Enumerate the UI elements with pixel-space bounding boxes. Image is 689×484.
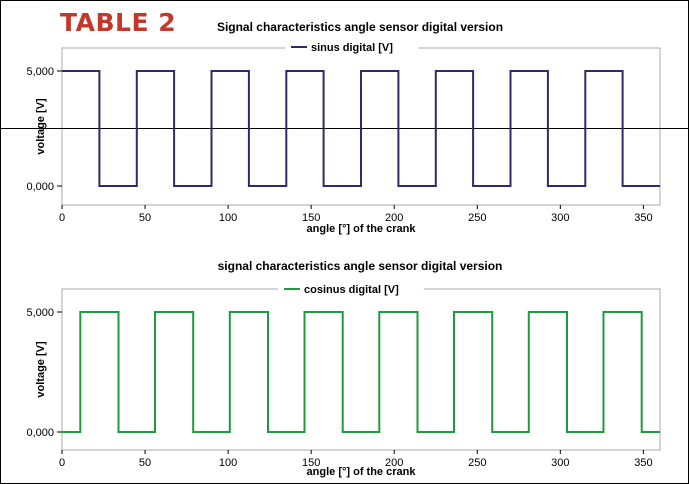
x-tick-label: 250 <box>468 212 486 224</box>
x-axis-label: angle [°] of the crank <box>307 223 417 235</box>
legend-box <box>285 40 419 54</box>
legend-label: sinus digital [V] <box>311 42 393 54</box>
chart-title: Signal characteristics angle sensor digi… <box>217 20 503 34</box>
y-tick-label: 0,000 <box>26 427 54 439</box>
x-tick-label: 250 <box>468 457 486 469</box>
series-line <box>62 70 660 187</box>
x-tick-label: 100 <box>219 212 237 224</box>
series-line <box>62 311 660 433</box>
x-tick-label: 50 <box>139 212 151 224</box>
y-tick-label: 5,000 <box>26 66 54 78</box>
legend-label: cosinus digital [V] <box>304 284 399 296</box>
y-tick-label: 5,000 <box>26 307 54 319</box>
x-tick-label: 300 <box>551 212 569 224</box>
plot-area <box>61 288 661 451</box>
x-tick-label: 350 <box>634 212 652 224</box>
x-tick-label: 200 <box>385 457 403 469</box>
y-axis-label: voltage [V] <box>35 98 47 155</box>
x-tick-label: 100 <box>219 457 237 469</box>
x-tick-label: 50 <box>139 457 151 469</box>
y-axis-label: voltage [V] <box>35 341 47 398</box>
x-axis-label: angle [°] of the crank <box>307 466 417 478</box>
x-tick-label: 0 <box>59 457 65 469</box>
legend-box <box>278 282 424 296</box>
x-tick-label: 200 <box>385 212 403 224</box>
x-tick-label: 300 <box>551 457 569 469</box>
chart-title: signal characteristics angle sensor digi… <box>218 259 503 273</box>
x-tick-label: 150 <box>302 457 320 469</box>
x-tick-label: 0 <box>59 212 65 224</box>
table-label: TABLE 2 <box>60 8 177 37</box>
y-tick-label: 0,000 <box>26 181 54 193</box>
x-tick-label: 150 <box>302 212 320 224</box>
x-tick-label: 350 <box>634 457 652 469</box>
